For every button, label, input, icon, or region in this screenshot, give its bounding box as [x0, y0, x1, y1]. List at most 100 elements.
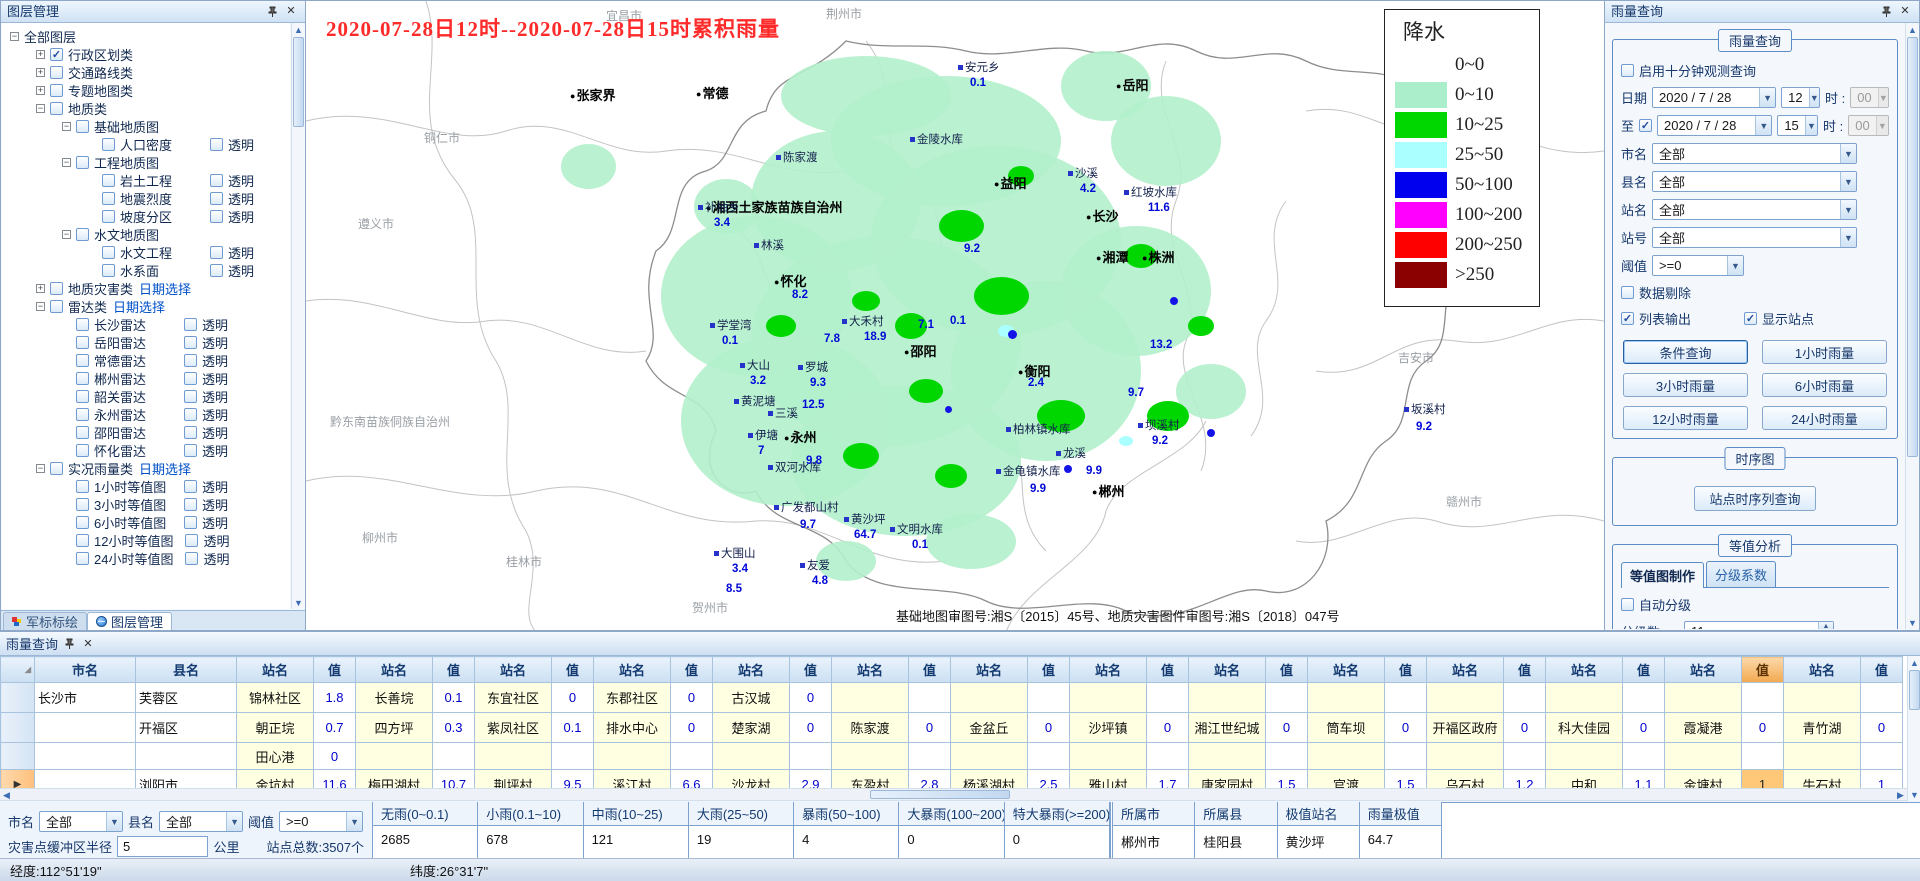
transparent-checkbox[interactable]	[185, 533, 199, 547]
tree-expander-icon[interactable]: −	[36, 300, 45, 311]
station-cell[interactable]	[1069, 682, 1147, 713]
station-cell[interactable]	[1188, 742, 1266, 770]
value-cell[interactable]: 0	[1146, 712, 1189, 743]
value-cell[interactable]: 0	[670, 712, 713, 743]
col-header-value[interactable]: 值	[1622, 656, 1665, 683]
close-icon[interactable]: ✕	[286, 5, 296, 17]
value-cell[interactable]: 2.5	[1027, 769, 1070, 788]
transparent-checkbox[interactable]	[184, 317, 197, 331]
value-cell[interactable]	[1503, 682, 1546, 713]
layer-checkbox[interactable]	[76, 497, 89, 511]
station-cell[interactable]: 古汉城	[712, 682, 790, 713]
value-cell[interactable]: 0	[551, 682, 594, 713]
threshold-combo[interactable]: >=0 ▼	[1652, 255, 1745, 276]
list-output-checkbox[interactable]: ✓	[1621, 312, 1634, 325]
row-header[interactable]	[0, 682, 35, 713]
value-cell[interactable]	[1146, 682, 1189, 713]
station-cell[interactable]	[1426, 682, 1504, 713]
tree-expander-icon[interactable]: −	[62, 156, 71, 167]
date-select-link[interactable]: 日期选择	[113, 299, 166, 315]
station-cell[interactable]: 荆坪村	[474, 769, 552, 788]
value-cell[interactable]: 1.8	[313, 682, 356, 713]
county-cell[interactable]	[135, 742, 237, 770]
value-cell[interactable]: 0	[789, 682, 832, 713]
value-cell[interactable]: 0	[1622, 712, 1665, 743]
layer-checkbox[interactable]	[50, 299, 63, 313]
tree-expander-icon[interactable]: +	[36, 282, 45, 293]
tree-expander-icon[interactable]: +	[36, 48, 45, 59]
tree-item[interactable]: 长沙雷达 透明	[2, 315, 290, 333]
county-cell[interactable]: 浏阳市	[135, 769, 237, 788]
query-button-6[interactable]: 24小时雨量	[1762, 406, 1887, 430]
tree-item[interactable]: + 地质灾害类 日期选择	[2, 279, 290, 297]
station-cell[interactable]	[831, 682, 909, 713]
col-header-city[interactable]: 市名	[34, 656, 136, 683]
col-header-value[interactable]: 值	[1860, 656, 1903, 683]
station-cell[interactable]: 霞凝港	[1664, 712, 1742, 743]
col-header-value[interactable]: 值	[1027, 656, 1070, 683]
tab-grading-coeff[interactable]: 分级系数	[1706, 561, 1777, 587]
levels-spinner[interactable]: 11 ▲▼	[1684, 621, 1835, 629]
pin-icon[interactable]	[61, 636, 77, 651]
buffer-input[interactable]: 5	[117, 836, 209, 857]
station-cell[interactable]: 中和	[1545, 769, 1623, 788]
value-cell[interactable]	[1384, 682, 1427, 713]
value-cell[interactable]: 0	[670, 682, 713, 713]
station-cell[interactable]: 雅山村	[1069, 769, 1147, 788]
station-timeseries-button[interactable]: 站点时序列查询	[1694, 486, 1816, 511]
bottom-threshold-combo[interactable]: >=0 ▼	[279, 811, 364, 832]
transparent-checkbox[interactable]	[184, 353, 197, 367]
value-cell[interactable]: 11.6	[313, 769, 356, 788]
col-header-station[interactable]: 站名	[474, 656, 552, 683]
station-no-combo[interactable]: 全部 ▼	[1652, 227, 1858, 248]
station-cell[interactable]: 金塘村	[1664, 769, 1742, 788]
station-cell[interactable]: 田心港	[236, 742, 314, 770]
tab-isoline-make[interactable]: 等值图制作	[1621, 562, 1705, 588]
value-cell[interactable]	[1860, 682, 1903, 713]
station-cell[interactable]: 筒车坝	[1307, 712, 1385, 743]
value-cell[interactable]	[1027, 742, 1070, 770]
hour-to-combo[interactable]: 15 ▼	[1777, 115, 1819, 136]
tree-item[interactable]: 12小时等值图 透明	[2, 531, 290, 549]
value-cell[interactable]: 0	[1265, 712, 1308, 743]
station-cell[interactable]: 四方坪	[355, 712, 433, 743]
station-cell[interactable]: 朝正垸	[236, 712, 314, 743]
table-row[interactable]: 开福区 朝正垸 0.7 四方坪 0.3 紫凤社区 0.1 排水中心 0 楚家湖 0 陈家渡 0 金盆丘 0 沙…	[0, 712, 1903, 743]
value-cell[interactable]: 10.7	[432, 769, 475, 788]
station-cell[interactable]: 东盈村	[831, 769, 909, 788]
station-cell[interactable]: 科大佳园	[1545, 712, 1623, 743]
tree-item[interactable]: − 雷达类 日期选择	[2, 297, 290, 315]
tree-expander-icon[interactable]: −	[10, 30, 19, 41]
tree-expander-icon[interactable]: −	[36, 102, 45, 113]
station-cell[interactable]: 紫凤社区	[474, 712, 552, 743]
station-cell[interactable]: 青竹湖	[1783, 712, 1861, 743]
tree-item[interactable]: 1小时等值图 透明	[2, 477, 290, 495]
layer-checkbox[interactable]	[50, 461, 63, 475]
current-row-indicator[interactable]: ▶	[0, 769, 35, 788]
layer-checkbox[interactable]	[102, 245, 115, 259]
value-cell[interactable]	[908, 742, 951, 770]
layer-checkbox[interactable]	[76, 551, 89, 565]
value-cell[interactable]: 0	[313, 742, 356, 770]
station-cell[interactable]: 湘江世纪城	[1188, 712, 1266, 743]
col-header-station[interactable]: 站名	[355, 656, 433, 683]
col-header-station[interactable]: 站名	[1783, 656, 1861, 683]
tab-military-plot[interactable]: 军标标绘	[3, 612, 88, 630]
tree-expander-icon[interactable]: −	[62, 228, 71, 239]
col-header-station[interactable]: 站名	[950, 656, 1028, 683]
tree-item[interactable]: 韶关雷达 透明	[2, 387, 290, 405]
tree-item[interactable]: − 工程地质图	[2, 153, 290, 171]
value-cell[interactable]	[1265, 682, 1308, 713]
hour-from-combo[interactable]: 12 ▼	[1781, 87, 1820, 108]
date-select-link[interactable]: 日期选择	[139, 461, 192, 477]
tree-item[interactable]: 3小时等值图 透明	[2, 495, 290, 513]
date-select-link[interactable]: 日期选择	[139, 281, 192, 297]
station-cell[interactable]	[1664, 742, 1742, 770]
row-header[interactable]	[0, 742, 35, 770]
to-checkbox[interactable]: ✓	[1639, 119, 1653, 132]
value-cell[interactable]: 0	[789, 712, 832, 743]
query-button-3[interactable]: 3小时雨量	[1623, 373, 1748, 397]
station-cell[interactable]	[950, 742, 1028, 770]
scroll-thumb[interactable]	[870, 790, 1010, 799]
tree-expander-icon[interactable]: +	[36, 84, 45, 95]
